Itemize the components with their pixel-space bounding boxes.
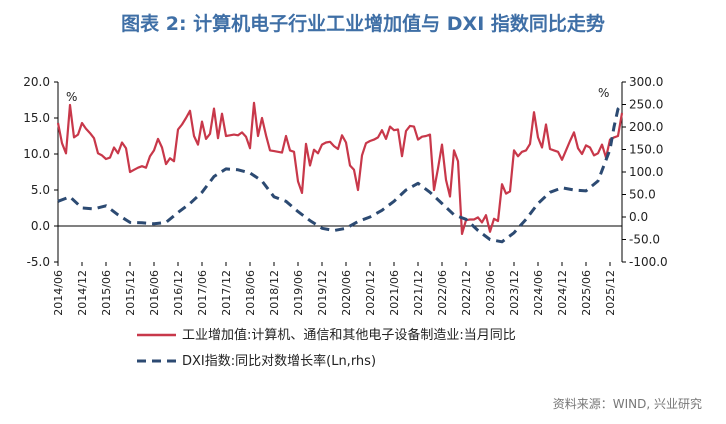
x-tick-label: 2025/06 <box>580 270 593 316</box>
x-tick-label: 2015/06 <box>100 270 113 316</box>
x-tick-label: 2014/06 <box>52 270 65 316</box>
legend-label-series1: 工业增加值:计算机、通信和其他电子设备制造业:当月同比 <box>182 327 516 343</box>
left-tick-label: 5.0 <box>31 183 50 197</box>
x-tick-label: 2019/06 <box>292 270 305 316</box>
right-tick-label: 250.0 <box>629 98 663 112</box>
left-tick-label: 10.0 <box>23 147 50 161</box>
chart-legend: 工业增加值:计算机、通信和其他电子设备制造业:当月同比 DXI指数:同比对数增长… <box>137 327 516 369</box>
x-tick-label: 2021/06 <box>388 270 401 316</box>
x-tick-label: 2015/12 <box>124 270 137 316</box>
left-tick-label: -5.0 <box>27 255 50 269</box>
right-tick-label: 300.0 <box>629 75 663 89</box>
left-unit-label: % <box>66 90 77 104</box>
x-tick-label: 2022/06 <box>436 270 449 316</box>
x-tick-label: 2024/12 <box>556 270 569 316</box>
x-tick-label: 2020/06 <box>340 270 353 316</box>
right-unit-label: % <box>598 86 609 100</box>
x-tick-label: 2016/06 <box>148 270 161 316</box>
right-tick-label: 0.0 <box>629 210 648 224</box>
x-tick-label: 2024/06 <box>532 270 545 316</box>
x-tick-label: 2017/12 <box>220 270 233 316</box>
x-tick-label: 2018/06 <box>244 270 257 316</box>
x-tick-label: 2021/12 <box>412 270 425 316</box>
chart-title: 图表 2: 计算机电子行业工业增加值与 DXI 指数同比走势 <box>121 13 605 35</box>
legend-label-series2: DXI指数:同比对数增长率(Ln,rhs) <box>182 353 376 369</box>
x-tick-label: 2016/12 <box>172 270 185 316</box>
x-tick-label: 2022/12 <box>460 270 473 316</box>
x-tick-label: 2025/12 <box>604 270 617 316</box>
x-tick-label: 2019/12 <box>316 270 329 316</box>
x-tick-label: 2018/12 <box>268 270 281 316</box>
right-tick-label: -100.0 <box>629 255 668 269</box>
right-tick-label: 50.0 <box>629 188 656 202</box>
series-industrial-value-added-line <box>56 101 624 235</box>
right-tick-label: 200.0 <box>629 120 663 134</box>
x-tick-label: 2020/12 <box>364 270 377 316</box>
series-dxi-index-line <box>57 103 624 244</box>
right-tick-label: 150.0 <box>629 143 663 157</box>
x-tick-label: 2023/12 <box>508 270 521 316</box>
chart-series <box>56 101 624 244</box>
x-tick-label: 2014/12 <box>76 270 89 316</box>
source-note: 资料来源：WIND, 兴业研究 <box>552 397 702 411</box>
left-tick-label: 0.0 <box>31 219 50 233</box>
x-tick-label: 2023/06 <box>484 270 497 316</box>
left-tick-label: 15.0 <box>23 111 50 125</box>
right-tick-label: 100.0 <box>629 165 663 179</box>
right-tick-label: -50.0 <box>629 233 660 247</box>
x-tick-label: 2017/06 <box>196 270 209 316</box>
chart-axes: -5.0 0.0 5.0 10.0 15.0 20.0 -100.0 -50.0 0.0 50.0… <box>23 75 667 316</box>
left-tick-label: 20.0 <box>23 75 50 89</box>
